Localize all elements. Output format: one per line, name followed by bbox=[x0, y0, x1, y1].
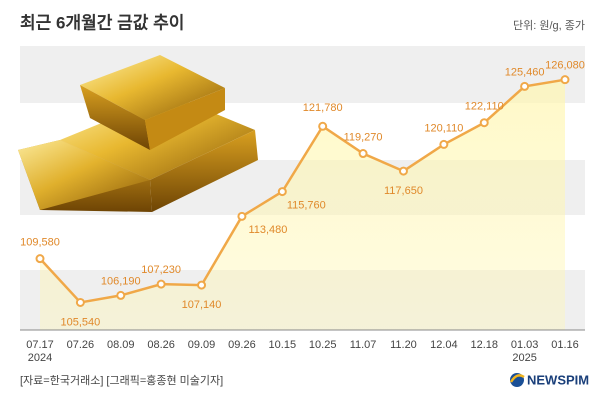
value-label: 119,270 bbox=[344, 131, 383, 143]
point bbox=[398, 166, 408, 176]
logo: NEWSPIM bbox=[527, 372, 589, 387]
value-label: 120,110 bbox=[424, 122, 463, 134]
area bbox=[40, 79, 565, 330]
x-tick-label: 09.26 bbox=[228, 339, 256, 351]
x-tick-label: 08.26 bbox=[147, 339, 175, 351]
logo-swoosh bbox=[509, 374, 525, 383]
point bbox=[520, 81, 530, 91]
value-label: 107,140 bbox=[182, 299, 222, 311]
value-label: 107,230 bbox=[141, 264, 181, 276]
value-label: 117,650 bbox=[384, 185, 423, 197]
x-tick-label: 07.26 bbox=[67, 339, 95, 351]
point bbox=[116, 290, 126, 300]
point bbox=[237, 211, 247, 221]
point bbox=[560, 75, 570, 85]
value-label: 121,780 bbox=[303, 102, 343, 114]
point bbox=[277, 187, 287, 197]
value-label: 105,540 bbox=[61, 316, 101, 328]
x-tick-label: 01.03 2025 bbox=[511, 339, 539, 364]
point bbox=[358, 149, 368, 159]
value-label: 106,190 bbox=[101, 275, 141, 287]
x-tick-label: 10.15 bbox=[269, 339, 297, 351]
unit-note: 단위: 원/g, 종가 bbox=[513, 19, 585, 32]
line bbox=[39, 78, 566, 304]
value-label: 126,080 bbox=[545, 60, 585, 72]
x-tick-label: 08.09 bbox=[107, 339, 135, 351]
x-tick-label: 11.07 bbox=[350, 339, 377, 351]
x-tick-label: 11.20 bbox=[390, 339, 417, 351]
point bbox=[479, 118, 489, 128]
value-label: 125,460 bbox=[505, 66, 545, 78]
point bbox=[35, 254, 45, 264]
x-tick-label: 12.18 bbox=[470, 339, 498, 351]
source: [자료=한국거래소] [그래픽=홍종현 미술기자] bbox=[20, 373, 223, 387]
value-label: 115,760 bbox=[287, 200, 326, 212]
value-label: 122,110 bbox=[465, 101, 504, 113]
x-tick-label: 12.04 bbox=[430, 339, 458, 351]
point bbox=[156, 279, 166, 289]
point bbox=[75, 297, 85, 307]
value-label: 113,480 bbox=[248, 224, 287, 236]
point bbox=[197, 280, 207, 290]
x-tick-label: 07.17 2024 bbox=[26, 339, 54, 364]
chart-title: 최근 6개월간 금값 추이 bbox=[20, 13, 184, 32]
x-tick-label: 09.09 bbox=[188, 339, 216, 351]
point bbox=[318, 121, 328, 131]
gold-bars bbox=[18, 55, 258, 212]
point bbox=[439, 139, 449, 149]
x-tick-label: 10.25 bbox=[309, 339, 337, 351]
value-label: 109,580 bbox=[20, 237, 60, 249]
x-tick-label: 01.16 bbox=[551, 339, 579, 351]
